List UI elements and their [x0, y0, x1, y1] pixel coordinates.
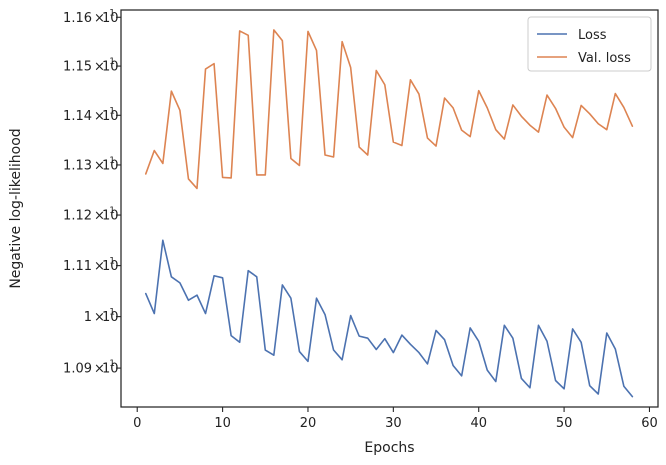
y-tick-label: 1.11 ×101: [63, 257, 119, 275]
y-tick-exponent: 1: [109, 257, 115, 267]
series-line-val-loss: [144, 29, 634, 190]
x-tick-label: 30: [385, 416, 402, 431]
y-tick-times-sign: ×: [94, 109, 105, 124]
y-tick-times-sign: ×: [94, 259, 105, 274]
y-tick-base: 10: [102, 158, 119, 173]
legend-label-val-loss: Val. loss: [578, 51, 631, 66]
y-tick-mantissa: 1: [84, 310, 92, 325]
y-tick-base: 10: [102, 259, 119, 274]
y-tick-label: 1.12 ×101: [63, 206, 119, 224]
series-line-loss: [144, 239, 634, 398]
y-tick-times-sign: ×: [94, 11, 105, 26]
legend: Loss Val. loss: [527, 16, 652, 72]
y-tick-base: 10: [102, 11, 119, 26]
y-tick-mantissa: 1.14: [63, 109, 92, 124]
y-tick-exponent: 1: [109, 308, 115, 318]
y-tick-mantissa: 1.09: [63, 362, 92, 377]
y-tick-exponent: 1: [109, 359, 115, 369]
x-tick-label: 40: [470, 416, 487, 431]
x-tick-label: 20: [300, 416, 317, 431]
y-tick-exponent: 1: [109, 206, 115, 216]
y-tick-mantissa: 1.16: [63, 11, 92, 26]
y-tick-exponent: 1: [109, 8, 115, 18]
series-layer: [144, 29, 634, 398]
y-tick-label: 1.14 ×101: [63, 106, 119, 124]
y-axis-label: Negative log-likelihood: [8, 128, 24, 288]
y-tick-mantissa: 1.11: [63, 259, 92, 274]
plot-area-frame: [120, 9, 659, 408]
legend-label-loss: Loss: [578, 28, 607, 43]
y-tick-label: 1.09 ×101: [63, 359, 119, 377]
y-tick-times-sign: ×: [94, 60, 105, 75]
x-axis-label: Epochs: [364, 440, 414, 456]
y-tick-mantissa: 1.12: [63, 209, 92, 224]
x-tick-label: 60: [641, 416, 658, 431]
y-tick-base: 10: [102, 60, 119, 75]
y-tick-label: 1 ×101: [84, 308, 119, 326]
y-tick-mantissa: 1.15: [63, 60, 92, 75]
y-tick-base: 10: [102, 109, 119, 124]
y-tick-base: 10: [102, 310, 119, 325]
y-tick-exponent: 1: [109, 156, 115, 166]
y-tick-base: 10: [102, 209, 119, 224]
y-tick-base: 10: [102, 362, 119, 377]
x-axis-ticks: 0 10 20 30 40 50 60: [133, 407, 658, 431]
y-tick-exponent: 1: [109, 106, 115, 116]
y-tick-label: 1.15 ×101: [63, 57, 119, 75]
x-tick-label: 10: [214, 416, 231, 431]
y-tick-label: 1.13 ×101: [63, 156, 119, 174]
x-tick-label: 0: [133, 416, 141, 431]
y-tick-times-sign: ×: [94, 209, 105, 224]
x-tick-label: 50: [556, 416, 573, 431]
y-tick-times-sign: ×: [94, 362, 105, 377]
y-tick-exponent: 1: [109, 57, 115, 67]
y-tick-mantissa: 1.13: [63, 158, 92, 173]
y-tick-times-sign: ×: [94, 310, 105, 325]
y-tick-label: 1.16 ×101: [63, 8, 119, 26]
y-tick-times-sign: ×: [94, 158, 105, 173]
